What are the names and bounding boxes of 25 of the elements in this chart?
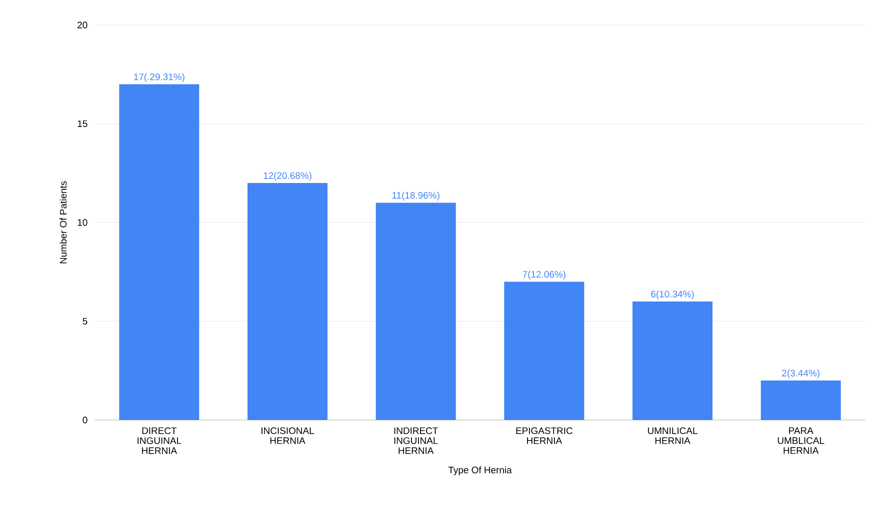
bar [119,84,200,420]
bar [248,182,328,420]
data-label: 12(20.68%) [264,172,312,181]
data-label: 11(18.96%) [392,192,440,201]
data-label: 6(10.34%) [651,290,694,300]
x-tick-label: DIRECT INGUINAL HERNIA [138,427,182,454]
x-tick-label: EPIGASTRIC HERNIA [516,427,572,444]
x-tick-label: INDIRECT INGUINAL HERNIA [394,427,438,454]
x-tick-label: UMNILICAL HERNIA [648,427,698,444]
y-tick-label: 15 [78,120,88,128]
y-tick-label: 10 [78,219,88,226]
y-tick-label: 20 [78,22,88,28]
data-label: 2(3.44%) [782,369,820,378]
x-axis-title: Type Of Hernia [448,466,512,476]
bar [376,202,456,420]
x-tick-label: PARA UMBLICAL HERNIA [778,427,824,454]
data-label: 7(12.06%) [522,270,566,280]
y-axis-title: Number Of Patients [60,181,67,264]
data-label: 17(.29.31%) [134,73,184,82]
bar [504,282,584,420]
x-tick-label: INCISIONAL HERNIA [262,427,314,444]
y-tick-label: 5 [82,318,88,325]
y-tick-label: 0 [82,416,88,424]
bar [632,302,712,420]
bar [760,380,841,420]
